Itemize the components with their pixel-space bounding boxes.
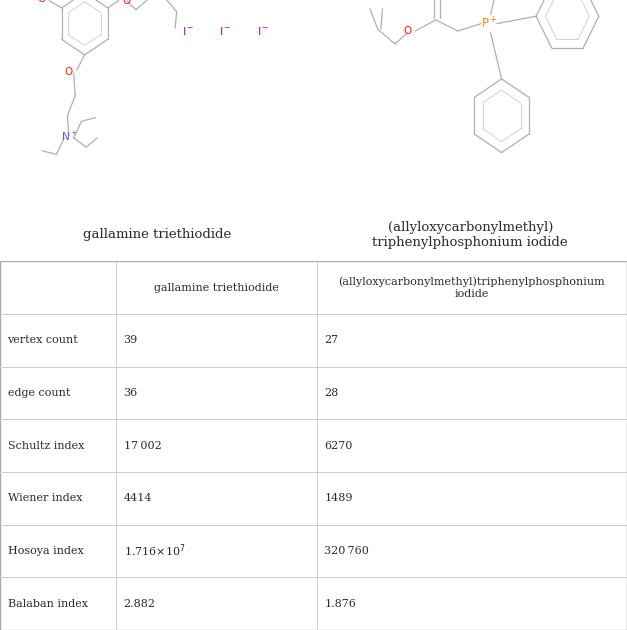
Text: 39: 39 — [124, 335, 138, 345]
Text: Schultz index: Schultz index — [8, 441, 84, 450]
Text: (allyloxycarbonylmethyl)triphenylphosphonium
iodide: (allyloxycarbonylmethyl)triphenylphospho… — [339, 277, 605, 299]
Text: 1.876: 1.876 — [324, 598, 356, 609]
Text: Wiener index: Wiener index — [8, 493, 82, 503]
Text: 28: 28 — [324, 388, 339, 398]
Text: vertex count: vertex count — [8, 335, 78, 345]
Text: 4414: 4414 — [124, 493, 152, 503]
Text: 27: 27 — [324, 335, 339, 345]
Text: N$^+$: N$^+$ — [61, 130, 77, 142]
Text: 1489: 1489 — [324, 493, 352, 503]
Text: I$^-$: I$^-$ — [257, 25, 270, 37]
Text: 320 760: 320 760 — [324, 546, 369, 556]
Text: 36: 36 — [124, 388, 138, 398]
Text: edge count: edge count — [8, 388, 70, 398]
Text: O: O — [37, 0, 45, 4]
Text: I$^-$: I$^-$ — [182, 25, 194, 37]
Text: N$^+$: N$^+$ — [151, 0, 168, 3]
Text: Balaban index: Balaban index — [8, 598, 88, 609]
Text: I$^-$: I$^-$ — [219, 25, 232, 37]
Text: O: O — [122, 0, 130, 6]
Text: O: O — [65, 67, 73, 76]
Text: 1.716$\times$10$^7$: 1.716$\times$10$^7$ — [124, 542, 185, 559]
Text: 2.882: 2.882 — [124, 598, 155, 609]
Text: P$^+$: P$^+$ — [481, 16, 497, 32]
Text: gallamine triethiodide: gallamine triethiodide — [154, 283, 279, 293]
Text: Hosoya index: Hosoya index — [8, 546, 83, 556]
Text: 17 002: 17 002 — [124, 441, 161, 450]
Text: 6270: 6270 — [324, 441, 352, 450]
Text: (allyloxycarbonylmethyl)
triphenylphosphonium iodide: (allyloxycarbonylmethyl) triphenylphosph… — [372, 220, 568, 249]
Text: gallamine triethiodide: gallamine triethiodide — [83, 228, 231, 241]
Text: O: O — [403, 26, 412, 36]
